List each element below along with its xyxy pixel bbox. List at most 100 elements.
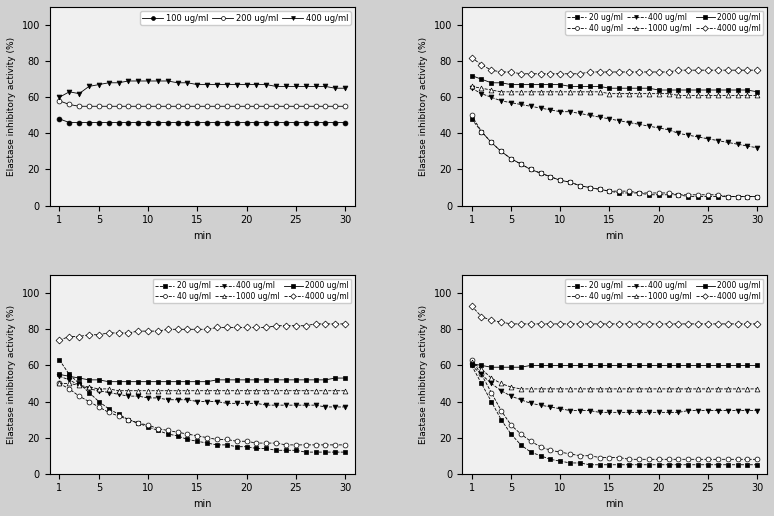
1000 ug/ml — [694, 92, 703, 99]
40 ug/ml — [723, 194, 732, 200]
4000 ug/ml — [625, 69, 634, 75]
400 ug/ml — [203, 82, 212, 88]
400 ug/ml — [477, 372, 486, 378]
4000 ug/ml — [496, 69, 505, 75]
400 ug/ml — [104, 390, 113, 396]
40 ug/ml — [585, 453, 594, 459]
2000 ug/ml — [222, 377, 231, 383]
400 ug/ml — [281, 402, 290, 408]
400 ug/ml — [556, 406, 565, 412]
100 ug/ml — [153, 119, 163, 125]
1000 ug/ml — [566, 386, 575, 392]
1000 ug/ml — [272, 388, 281, 394]
1000 ug/ml — [595, 386, 604, 392]
20 ug/ml — [242, 444, 252, 450]
20 ug/ml — [94, 398, 104, 405]
40 ug/ml — [546, 447, 555, 454]
1000 ug/ml — [635, 386, 644, 392]
Line: 40 ug/ml: 40 ug/ml — [469, 358, 759, 462]
2000 ug/ml — [654, 87, 663, 93]
2000 ug/ml — [506, 82, 515, 88]
20 ug/ml — [683, 194, 693, 200]
20 ug/ml — [723, 462, 732, 468]
4000 ug/ml — [743, 67, 752, 73]
Text: (A): (A) — [322, 13, 346, 27]
2000 ug/ml — [526, 362, 536, 368]
100 ug/ml — [341, 119, 350, 125]
2000 ug/ml — [262, 377, 271, 383]
400 ug/ml — [516, 397, 526, 403]
200 ug/ml — [163, 103, 173, 109]
4000 ug/ml — [114, 330, 123, 336]
4000 ug/ml — [743, 321, 752, 327]
1000 ug/ml — [604, 90, 614, 96]
100 ug/ml — [320, 119, 330, 125]
40 ug/ml — [65, 386, 74, 392]
2000 ug/ml — [242, 377, 252, 383]
Y-axis label: Elastase inhibitory activity (%): Elastase inhibitory activity (%) — [7, 305, 16, 444]
1000 ug/ml — [212, 388, 221, 394]
1000 ug/ml — [546, 386, 555, 392]
20 ug/ml — [467, 362, 476, 368]
400 ug/ml — [654, 409, 663, 415]
2000 ug/ml — [674, 87, 683, 93]
40 ug/ml — [252, 440, 261, 446]
400 ug/ml — [506, 100, 515, 106]
Line: 1000 ug/ml: 1000 ug/ml — [469, 84, 759, 98]
X-axis label: min: min — [193, 499, 211, 509]
1000 ug/ml — [487, 87, 496, 93]
2000 ug/ml — [320, 377, 330, 383]
4000 ug/ml — [242, 325, 252, 331]
20 ug/ml — [575, 183, 584, 189]
400 ug/ml — [743, 408, 752, 414]
200 ug/ml — [84, 103, 94, 109]
1000 ug/ml — [713, 386, 722, 392]
400 ug/ml — [124, 393, 133, 399]
400 ug/ml — [575, 110, 584, 117]
1000 ug/ml — [516, 89, 526, 95]
1000 ug/ml — [575, 386, 584, 392]
20 ug/ml — [104, 406, 113, 412]
400 ug/ml — [615, 409, 624, 415]
4000 ug/ml — [252, 325, 261, 331]
400 ug/ml — [272, 402, 281, 408]
100 ug/ml — [281, 119, 290, 125]
4000 ug/ml — [635, 69, 644, 75]
100 ug/ml — [65, 119, 74, 125]
4000 ug/ml — [575, 321, 584, 327]
40 ug/ml — [556, 449, 565, 455]
2000 ug/ml — [723, 87, 732, 93]
1000 ug/ml — [506, 89, 515, 95]
40 ug/ml — [467, 112, 476, 118]
40 ug/ml — [183, 431, 192, 437]
400 ug/ml — [212, 398, 221, 405]
20 ug/ml — [546, 456, 555, 462]
40 ug/ml — [575, 183, 584, 189]
2000 ug/ml — [704, 362, 713, 368]
2000 ug/ml — [114, 379, 123, 385]
40 ug/ml — [704, 456, 713, 462]
4000 ug/ml — [683, 67, 693, 73]
20 ug/ml — [124, 416, 133, 423]
100 ug/ml — [262, 119, 271, 125]
1000 ug/ml — [713, 92, 722, 99]
200 ug/ml — [252, 103, 261, 109]
2000 ug/ml — [546, 362, 555, 368]
100 ug/ml — [134, 119, 143, 125]
4000 ug/ml — [487, 317, 496, 324]
200 ug/ml — [183, 103, 192, 109]
20 ug/ml — [733, 194, 742, 200]
400 ug/ml — [604, 116, 614, 122]
20 ug/ml — [114, 411, 123, 417]
4000 ug/ml — [566, 321, 575, 327]
1000 ug/ml — [516, 386, 526, 392]
200 ug/ml — [65, 101, 74, 107]
40 ug/ml — [212, 437, 221, 443]
1000 ug/ml — [723, 386, 732, 392]
400 ug/ml — [311, 402, 320, 408]
1000 ug/ml — [694, 386, 703, 392]
400 ug/ml — [212, 82, 221, 88]
400 ug/ml — [526, 103, 536, 109]
20 ug/ml — [496, 148, 505, 154]
100 ug/ml — [203, 119, 212, 125]
